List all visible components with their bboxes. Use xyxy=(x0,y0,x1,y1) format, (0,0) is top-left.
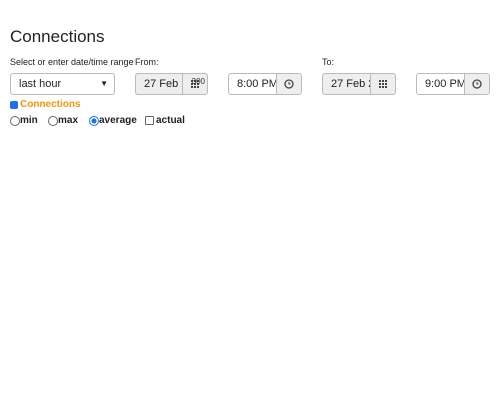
range-label: Select or enter date/time range xyxy=(10,57,134,67)
to-time-value: 9:00 PM xyxy=(425,78,466,90)
from-date[interactable]: 27 Feb 205010015020025030027 Feb 2308:00… xyxy=(135,73,500,348)
to-date[interactable]: 27 Feb 2 xyxy=(322,73,396,95)
legend-entry[interactable]: Connections xyxy=(20,99,81,110)
actual-checkbox[interactable] xyxy=(145,116,154,125)
average-label[interactable]: average xyxy=(99,115,137,126)
from-date-value: 27 Feb 2 xyxy=(144,78,188,90)
range-select[interactable]: last hour ▼ xyxy=(10,73,115,95)
max-radio[interactable] xyxy=(48,116,58,126)
average-radio[interactable] xyxy=(89,116,99,126)
max-label[interactable]: max xyxy=(58,115,79,126)
to-label: To: xyxy=(322,57,335,67)
chart xyxy=(0,128,500,403)
to-date-value: 27 Feb 2 xyxy=(331,78,375,90)
to-time[interactable]: 9:00 PM xyxy=(416,73,490,95)
min-label[interactable]: min xyxy=(20,115,38,126)
y-tick-label: 300 xyxy=(192,77,206,86)
min-radio[interactable] xyxy=(10,116,20,126)
actual-label[interactable]: actual xyxy=(156,115,185,126)
from-time[interactable]: 8:00 PM xyxy=(228,73,302,95)
series-checkbox[interactable] xyxy=(10,101,18,109)
range-value: last hour xyxy=(19,78,62,90)
from-time-value: 8:00 PM xyxy=(237,78,278,90)
from-label: From: xyxy=(135,57,159,67)
page-title: Connections xyxy=(10,27,105,46)
